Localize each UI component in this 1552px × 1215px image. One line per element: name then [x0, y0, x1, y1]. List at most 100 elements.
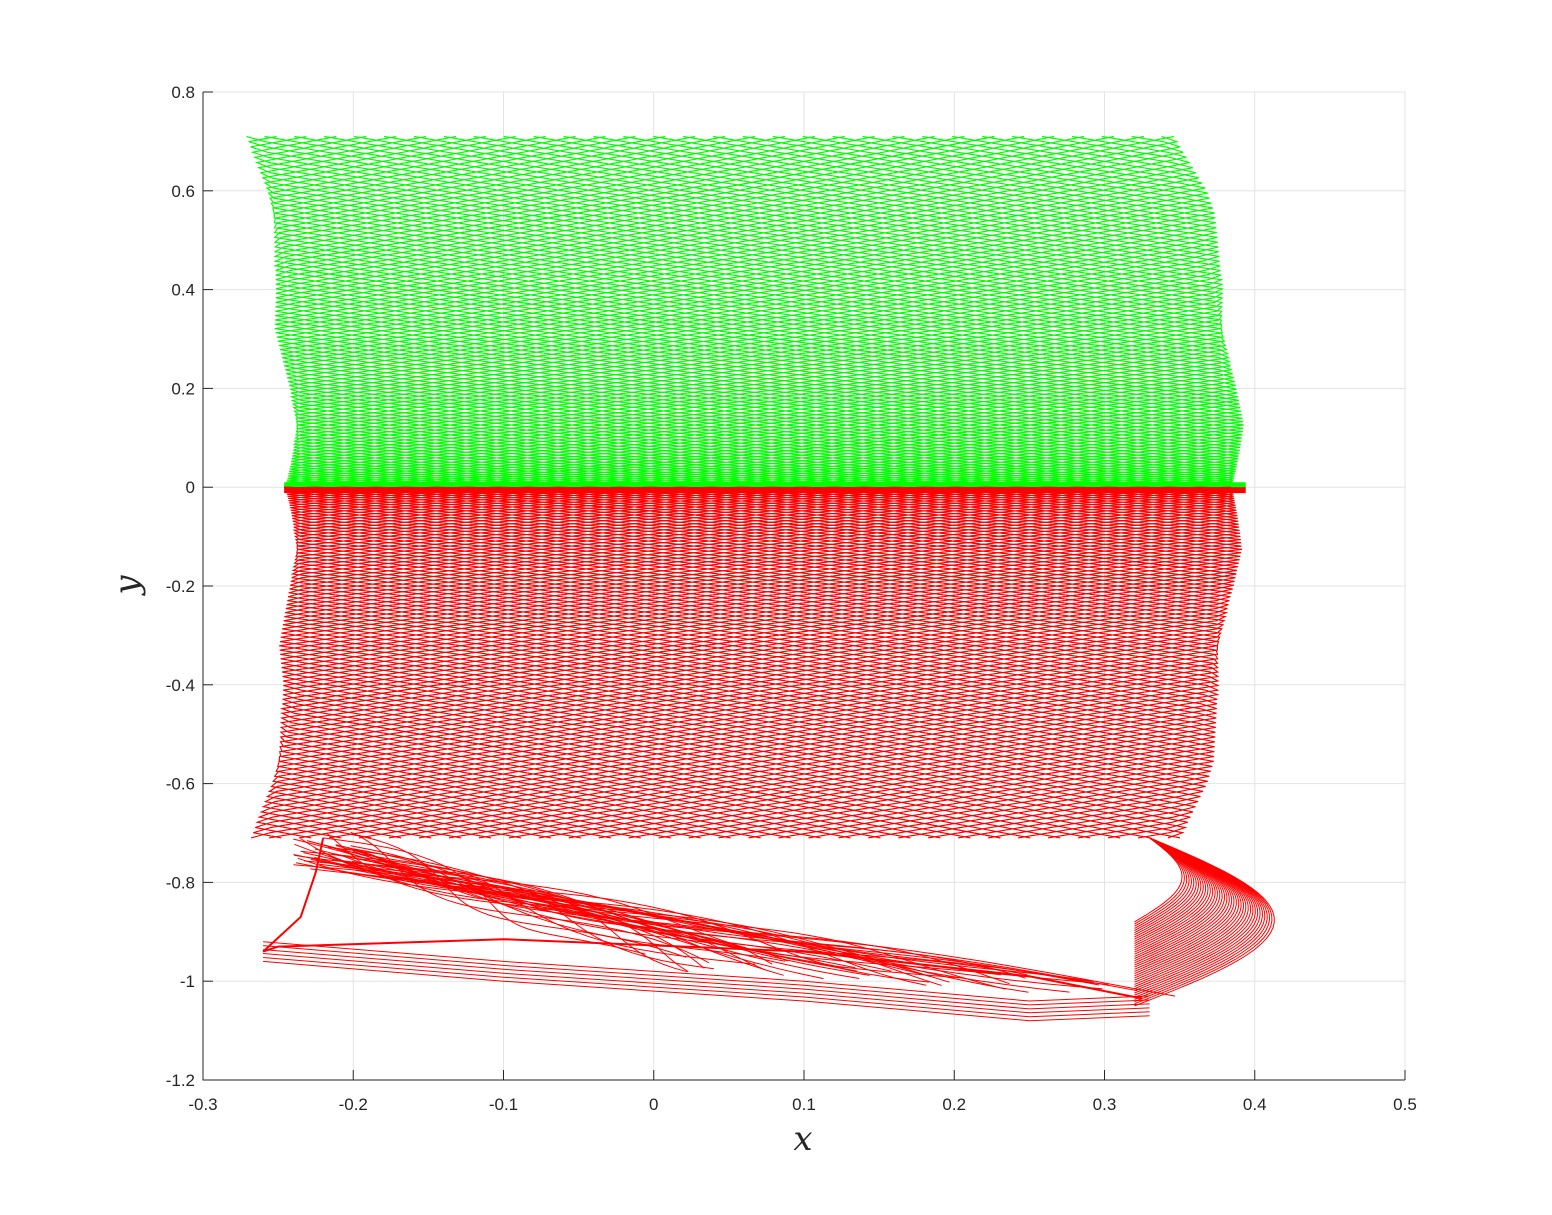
- y-tick-label: 0: [186, 478, 195, 497]
- y-tick-label: -0.2: [166, 577, 195, 596]
- x-tick-label: 0.3: [1093, 1095, 1117, 1114]
- axes: [202, 91, 1406, 1081]
- lower-curve: [280, 486, 1241, 839]
- upper-curve: [273, 136, 1233, 488]
- lower-envelope-curve: [263, 957, 1150, 1018]
- lower-curve: [281, 486, 1241, 839]
- lower-curve: [281, 486, 1238, 839]
- lower-curve: [279, 486, 1239, 839]
- y-tick-label: -1: [180, 972, 195, 991]
- lower-curve: [279, 486, 1231, 839]
- upper-curve: [275, 136, 1243, 488]
- upper-curve: [273, 136, 1232, 488]
- x-tick-label: -0.2: [339, 1095, 368, 1114]
- lower-fold-curve: [350, 831, 710, 964]
- upper-curve: [273, 136, 1236, 488]
- x-tick-label: 0.4: [1243, 1095, 1267, 1114]
- upper-curve: [275, 136, 1242, 488]
- lower-curve: [283, 486, 1237, 839]
- lower-curve: [280, 486, 1237, 839]
- x-tick-label: 0.2: [942, 1095, 966, 1114]
- lower-curve: [283, 486, 1241, 839]
- y-tick-label: -0.8: [166, 873, 195, 892]
- lower-curve: [284, 486, 1236, 839]
- lower-envelope-curve: [263, 953, 1150, 1014]
- lower-curve: [282, 486, 1238, 839]
- lower-fold-curve: [323, 837, 646, 955]
- lower-curve: [279, 486, 1233, 839]
- upper-curve: [274, 136, 1241, 488]
- lower-curve: [280, 486, 1240, 839]
- upper-curve: [273, 136, 1237, 488]
- upper-curve: [281, 136, 1238, 488]
- x-tick-label: 0.5: [1393, 1095, 1417, 1114]
- lower-curve: [279, 486, 1229, 839]
- lower-envelope-curve: [263, 941, 1150, 1002]
- lower-curve: [282, 486, 1238, 839]
- y-tick-label: -1.2: [166, 1071, 195, 1090]
- x-tick-label: -0.1: [489, 1095, 518, 1114]
- upper-curve: [273, 136, 1235, 488]
- y-tick-label: 0.2: [171, 379, 195, 398]
- lower-curve: [279, 486, 1240, 839]
- upper-curve: [275, 136, 1244, 488]
- upper-curve: [273, 136, 1234, 488]
- upper-curve: [275, 136, 1244, 488]
- lower-envelope-curve: [263, 960, 1150, 1022]
- y-tick-label: 0.4: [171, 281, 195, 300]
- tick-labels: -0.3 -0.2 -0.1 0 0.1 0.2 0.3 0.4 0.5 0.8 0.6 0.4 0.2…: [166, 83, 1417, 1114]
- lower-curve: [282, 486, 1242, 839]
- upper-curve: [275, 136, 1240, 488]
- upper-curve: [275, 136, 1243, 488]
- lower-fold-region: [262, 831, 1275, 1022]
- upper-curve: [273, 136, 1232, 488]
- lower-curves: [251, 486, 1275, 1022]
- lower-fold-curve: [350, 845, 932, 978]
- lower-cusp-curve: [262, 837, 1143, 1000]
- x-tick-label: -0.3: [188, 1095, 217, 1114]
- lower-fold-curve: [352, 848, 786, 962]
- upper-curve: [275, 136, 1242, 488]
- upper-dense-band: [284, 482, 1246, 489]
- upper-curves: [246, 136, 1246, 489]
- upper-curve: [282, 136, 1237, 488]
- lower-curve: [279, 486, 1228, 839]
- lower-curve: [282, 486, 1242, 839]
- upper-curve: [273, 136, 1239, 488]
- lower-fold-curve: [332, 858, 1138, 992]
- upper-curve: [275, 136, 1242, 488]
- upper-curve: [275, 136, 1244, 488]
- upper-curve: [275, 136, 1242, 488]
- lower-curve: [282, 486, 1242, 839]
- lower-curve: [279, 486, 1232, 839]
- upper-curve: [275, 136, 1243, 488]
- lower-lobe-curve: [1134, 837, 1275, 1007]
- lower-curve: [279, 486, 1240, 839]
- lower-curve: [280, 486, 1235, 839]
- lower-curve: [282, 486, 1237, 839]
- upper-curve: [274, 136, 1241, 488]
- upper-curve: [273, 136, 1239, 488]
- lower-curve: [280, 486, 1239, 839]
- upper-curve: [277, 136, 1239, 488]
- upper-curve: [275, 136, 1240, 488]
- lower-fold-curve: [303, 852, 1010, 985]
- x-tick-label: 0: [649, 1095, 658, 1114]
- lower-curve: [282, 486, 1239, 839]
- lower-envelope-curve: [263, 949, 1150, 1010]
- y-tick-label: -0.6: [166, 775, 195, 794]
- y-tick-label: 0.8: [171, 83, 195, 102]
- x-tick-label: 0.1: [792, 1095, 816, 1114]
- x-axis-label: x: [793, 1119, 812, 1159]
- lower-curve: [280, 486, 1234, 839]
- upper-curve: [280, 136, 1238, 488]
- lower-curve: [278, 486, 1229, 839]
- y-axis-label: y: [107, 575, 147, 597]
- upper-curve: [276, 136, 1240, 488]
- lower-fold-curve: [297, 857, 927, 986]
- lower-fold-curve: [311, 858, 1029, 993]
- lower-curve: [281, 486, 1242, 839]
- lower-curve: [280, 486, 1236, 839]
